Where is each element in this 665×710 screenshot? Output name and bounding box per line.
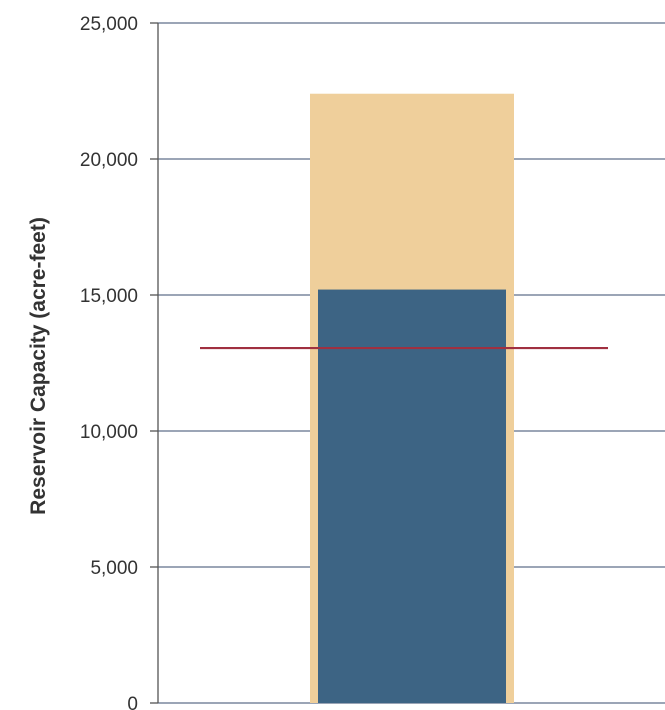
y-tick-label: 25,000 [80,14,138,35]
bar-current-storage [318,289,506,703]
y-tick-label: 5,000 [90,558,138,579]
y-tick-label: 10,000 [80,422,138,443]
y-tick-label: 0 [127,694,138,710]
y-axis-label: Reservoir Capacity (acre-feet) [27,217,50,515]
y-tick-label: 20,000 [80,150,138,171]
y-tick-label: 15,000 [80,286,138,307]
y-axis: 0 5,000 10,000 15,000 20,000 25,000 [80,14,159,710]
bars [310,93,514,704]
